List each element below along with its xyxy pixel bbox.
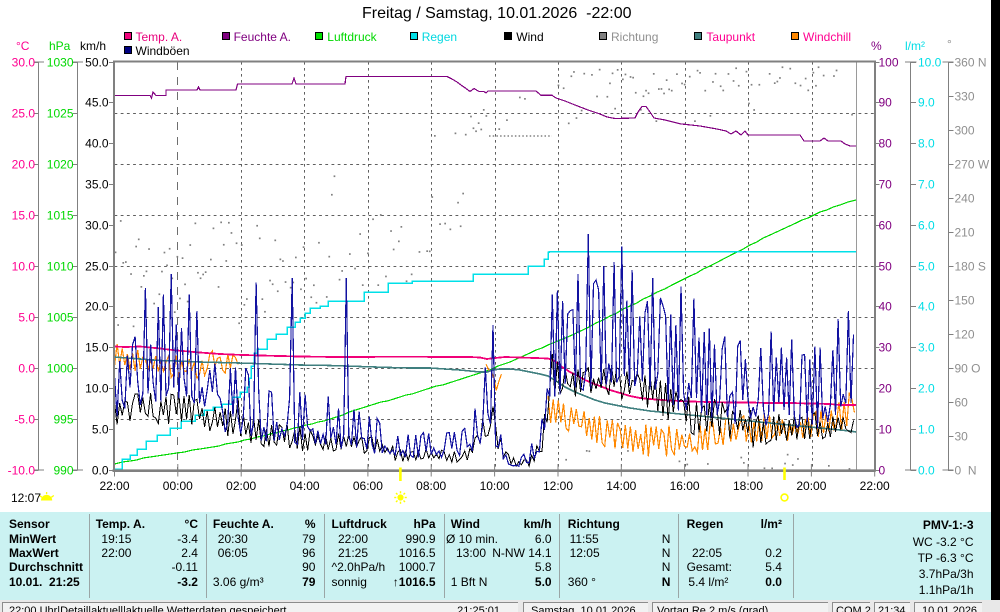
svg-text:04:00: 04:00 bbox=[290, 479, 320, 493]
svg-text:1005: 1005 bbox=[47, 311, 74, 325]
svg-text:60: 60 bbox=[955, 396, 969, 410]
svg-text:70: 70 bbox=[879, 178, 893, 192]
svg-text:20.0: 20.0 bbox=[12, 158, 36, 172]
svg-text:40: 40 bbox=[879, 300, 893, 314]
svg-text:15.0: 15.0 bbox=[85, 341, 109, 355]
svg-text:6.0: 6.0 bbox=[918, 219, 935, 233]
svg-text:08:00: 08:00 bbox=[416, 479, 446, 493]
svg-text:1025: 1025 bbox=[47, 107, 74, 121]
svg-text:0.0: 0.0 bbox=[918, 464, 935, 478]
svg-text:30.0: 30.0 bbox=[12, 56, 36, 70]
svg-text:210: 210 bbox=[955, 226, 975, 240]
svg-text:180 S: 180 S bbox=[955, 260, 986, 274]
svg-text:90 O: 90 O bbox=[955, 362, 981, 376]
svg-text:150: 150 bbox=[955, 294, 975, 308]
svg-text:50.0: 50.0 bbox=[85, 56, 109, 70]
svg-text:20:00: 20:00 bbox=[796, 479, 826, 493]
svg-text:10:00: 10:00 bbox=[480, 479, 510, 493]
svg-text:06:00: 06:00 bbox=[353, 479, 383, 493]
svg-text:12:00: 12:00 bbox=[543, 479, 573, 493]
svg-text:1.0: 1.0 bbox=[918, 423, 935, 437]
svg-text:25.0: 25.0 bbox=[85, 260, 109, 274]
svg-text:80: 80 bbox=[879, 137, 893, 151]
svg-text:22:00: 22:00 bbox=[99, 479, 129, 493]
svg-text:300: 300 bbox=[955, 124, 975, 138]
svg-text:270 W: 270 W bbox=[955, 158, 990, 172]
svg-text:0.0: 0.0 bbox=[18, 362, 35, 376]
svg-text:0 N: 0 N bbox=[955, 464, 977, 478]
svg-text:-10.0: -10.0 bbox=[8, 464, 36, 478]
svg-text:30: 30 bbox=[879, 341, 893, 355]
svg-text:14:00: 14:00 bbox=[606, 479, 636, 493]
svg-text:5.0: 5.0 bbox=[92, 423, 109, 437]
svg-text:25.0: 25.0 bbox=[12, 107, 36, 121]
svg-text:995: 995 bbox=[53, 413, 73, 427]
svg-text:30.0: 30.0 bbox=[85, 219, 109, 233]
svg-text:10: 10 bbox=[879, 423, 893, 437]
svg-text:90: 90 bbox=[879, 96, 893, 110]
svg-text:0.0: 0.0 bbox=[92, 464, 109, 478]
svg-text:9.0: 9.0 bbox=[918, 96, 935, 110]
svg-text:0: 0 bbox=[879, 464, 886, 478]
svg-text:22:00: 22:00 bbox=[860, 479, 890, 493]
svg-text:240: 240 bbox=[955, 192, 975, 206]
svg-text:1000: 1000 bbox=[47, 362, 74, 376]
svg-text:120: 120 bbox=[955, 328, 975, 342]
svg-text:360 N: 360 N bbox=[955, 56, 987, 70]
svg-text:1015: 1015 bbox=[47, 209, 74, 223]
svg-text:1030: 1030 bbox=[47, 56, 74, 70]
svg-text:990: 990 bbox=[53, 464, 73, 478]
svg-text:18:00: 18:00 bbox=[733, 479, 763, 493]
svg-text:5.0: 5.0 bbox=[18, 311, 35, 325]
svg-text:8.0: 8.0 bbox=[918, 137, 935, 151]
svg-text:4.0: 4.0 bbox=[918, 300, 935, 314]
svg-text:1020: 1020 bbox=[47, 158, 74, 172]
svg-text:50: 50 bbox=[879, 260, 893, 274]
svg-text:10.0: 10.0 bbox=[85, 382, 109, 396]
svg-text:-5.0: -5.0 bbox=[14, 413, 35, 427]
svg-text:40.0: 40.0 bbox=[85, 137, 109, 151]
svg-text:30: 30 bbox=[955, 430, 969, 444]
svg-text:3.0: 3.0 bbox=[918, 341, 935, 355]
svg-text:330: 330 bbox=[955, 90, 975, 104]
svg-text:100: 100 bbox=[879, 56, 899, 70]
svg-text:60: 60 bbox=[879, 219, 893, 233]
svg-text:20: 20 bbox=[879, 382, 893, 396]
svg-text:5.0: 5.0 bbox=[918, 260, 935, 274]
svg-text:45.0: 45.0 bbox=[85, 96, 109, 110]
svg-text:15.0: 15.0 bbox=[12, 209, 36, 223]
svg-text:1010: 1010 bbox=[47, 260, 74, 274]
svg-text:02:00: 02:00 bbox=[226, 479, 256, 493]
svg-text:10.0: 10.0 bbox=[918, 56, 942, 70]
svg-text:20.0: 20.0 bbox=[85, 300, 109, 314]
svg-text:00:00: 00:00 bbox=[163, 479, 193, 493]
svg-text:10.0: 10.0 bbox=[12, 260, 36, 274]
svg-text:16:00: 16:00 bbox=[670, 479, 700, 493]
svg-text:2.0: 2.0 bbox=[918, 382, 935, 396]
svg-text:35.0: 35.0 bbox=[85, 178, 109, 192]
svg-text:7.0: 7.0 bbox=[918, 178, 935, 192]
